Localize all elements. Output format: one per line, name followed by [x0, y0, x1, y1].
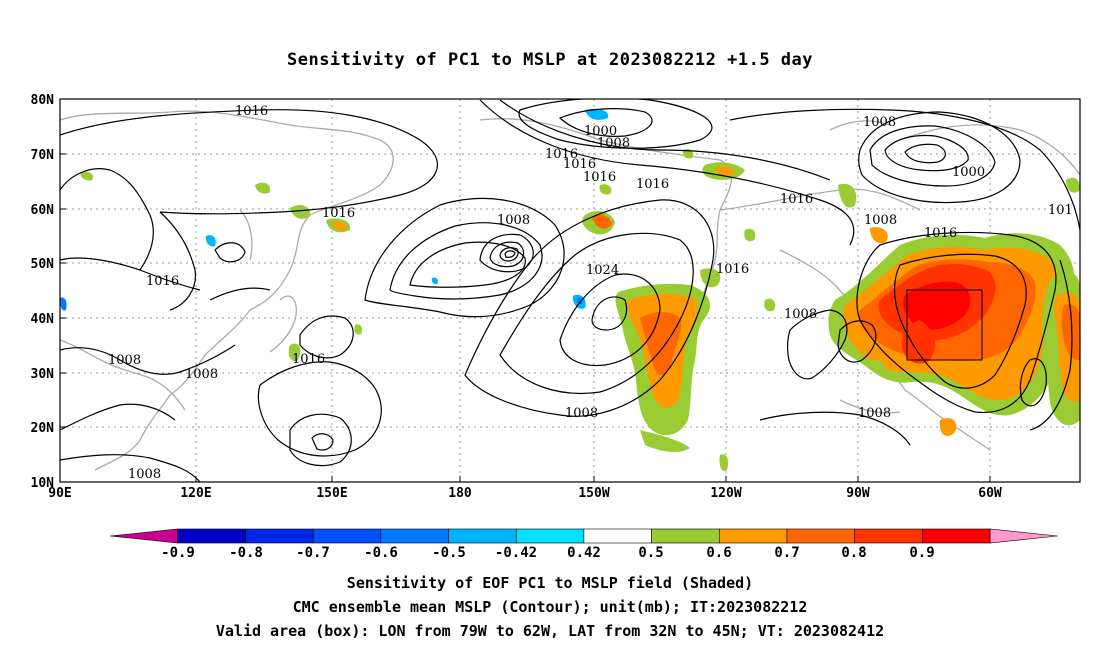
lon-label: 120E — [180, 486, 211, 501]
lat-label: 30N — [31, 367, 55, 382]
caption-line-2: CMC ensemble mean MSLP (Contour); unit(m… — [292, 598, 808, 616]
contour-label: 1016 — [235, 104, 268, 119]
colorbar-cell — [380, 528, 449, 544]
colorbar-label: -0.8 — [229, 545, 263, 561]
lon-label: 90W — [846, 486, 870, 501]
colorbar-label: 0.8 — [841, 545, 866, 561]
lon-label: 60W — [978, 486, 1002, 501]
contour-label: 1008 — [784, 307, 817, 322]
contour-label: 1008 — [185, 367, 218, 382]
lon-label: 90E — [48, 486, 71, 501]
tick-marks — [60, 98, 991, 483]
colorbar-label: -0.42 — [495, 545, 537, 561]
shaded-sensitivity — [60, 108, 1080, 472]
colorbar-cell — [583, 528, 652, 544]
colorbar-cell — [922, 528, 991, 544]
colorbar-cell — [786, 528, 855, 544]
contour-label: 1008 — [858, 406, 891, 421]
lat-label: 20N — [31, 421, 55, 436]
lat-label: 60N — [31, 203, 55, 218]
lon-label: 120W — [710, 486, 741, 501]
colorbar — [109, 528, 1058, 544]
caption-line-1: Sensitivity of EOF PC1 to MSLP field (Sh… — [346, 574, 754, 592]
lon-label: 150E — [316, 486, 347, 501]
colorbar-label: -0.6 — [364, 545, 398, 561]
colorbar-label: 0.42 — [567, 545, 601, 561]
longitude-labels: 90E 120E 150E 180 150W 120W 90W 60W — [48, 486, 1002, 501]
lat-label: 70N — [31, 148, 55, 163]
contour-label: 1016 — [716, 262, 749, 277]
contour-label: 1000 — [952, 165, 985, 180]
colorbar-cell — [312, 528, 382, 544]
lat-label: 40N — [31, 312, 55, 327]
colorbar-label: -0.7 — [296, 545, 330, 561]
colorbar-label: 0.7 — [774, 545, 799, 561]
lon-label: 150W — [578, 486, 609, 501]
colorbar-label: 0.6 — [706, 545, 731, 561]
latitude-labels: 80N 70N 60N 50N 40N 30N 20N 10N — [31, 93, 55, 491]
contour-label: 1008 — [864, 213, 897, 228]
lat-label: 80N — [31, 93, 55, 108]
contour-labels: 1016 1000 1008 1016 1016 1016 1016 1008 … — [108, 104, 1073, 482]
contour-label: 1008 — [597, 136, 630, 151]
graticule — [60, 99, 1080, 482]
contour-label: 1016 — [563, 157, 596, 172]
lat-label: 10N — [31, 476, 55, 491]
map-frame — [59, 98, 1081, 483]
contour-label: 1008 — [863, 115, 896, 130]
contour-label: 1016 — [292, 352, 325, 367]
valid-area-box — [906, 289, 983, 361]
contour-label: 1016 — [322, 206, 355, 221]
colorbar-cell — [718, 528, 788, 544]
colorbar-cell — [989, 528, 1058, 544]
colorbar-labels: -0.9 -0.8 -0.7 -0.6 -0.5 -0.42 0.42 0.5 … — [161, 545, 935, 561]
colorbar-cell — [245, 528, 314, 544]
colorbar-cell — [515, 528, 585, 544]
colorbar-cell — [109, 528, 178, 544]
contour-label: 1008 — [497, 213, 530, 228]
contour-label: 1016 — [780, 192, 813, 207]
chart-title: Sensitivity of PC1 to MSLP at 2023082212… — [286, 50, 813, 70]
contour-label: 1008 — [108, 353, 141, 368]
colorbar-label: 0.5 — [638, 545, 663, 561]
contour-label: 1016 — [583, 170, 616, 185]
contour-label: 1016 — [545, 147, 578, 162]
lon-label: 180 — [448, 486, 472, 501]
colorbar-cell — [448, 528, 517, 544]
colorbar-cell — [651, 528, 720, 544]
caption-line-3: Valid area (box): LON from 79W to 62W, L… — [215, 622, 885, 640]
colorbar-label: 0.9 — [909, 545, 934, 561]
contour-label: 1016 — [924, 226, 957, 241]
colorbar-label: -0.9 — [161, 545, 195, 561]
contour-label: 1008 — [565, 406, 598, 421]
contour-label: 1000 — [584, 124, 617, 139]
contour-label: 101 — [1048, 203, 1073, 218]
contour-label: 1016 — [636, 177, 669, 192]
contour-label: 1016 — [146, 274, 179, 289]
contour-label: 1024 — [586, 263, 619, 278]
contour-label: 1008 — [128, 467, 161, 482]
colorbar-cell — [177, 528, 246, 544]
mslp-contours — [60, 99, 1080, 482]
colorbar-label: -0.5 — [432, 545, 466, 561]
colorbar-cell — [854, 528, 923, 544]
lat-label: 50N — [31, 257, 55, 272]
